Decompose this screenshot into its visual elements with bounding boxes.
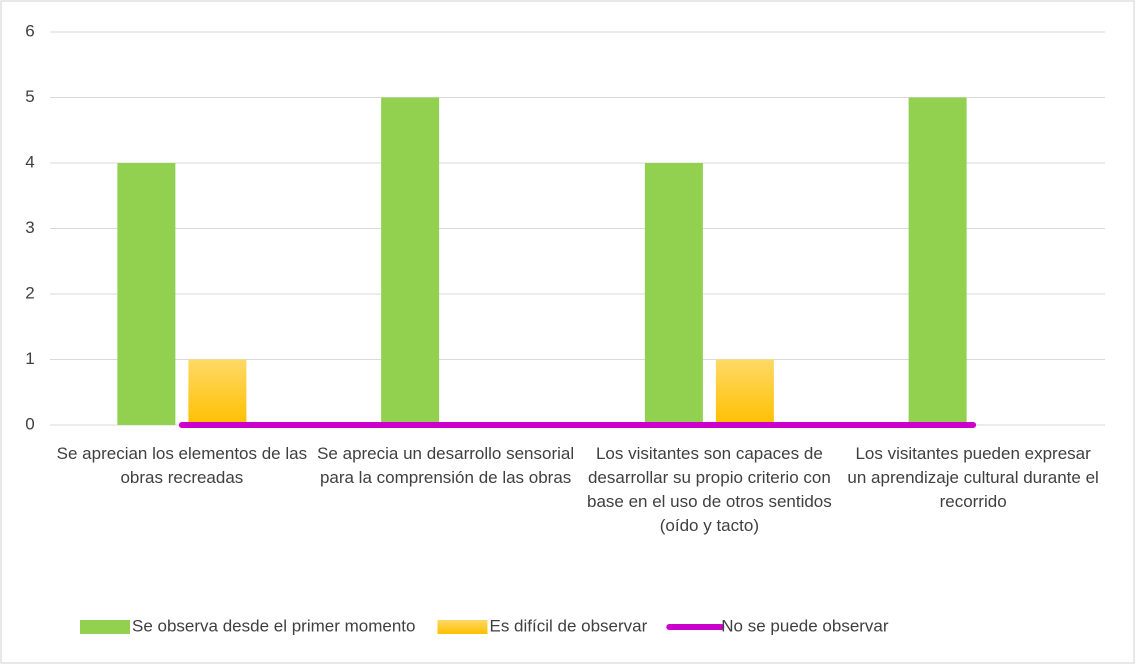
legend-label: No se puede observar bbox=[721, 616, 889, 635]
y-tick-label: 2 bbox=[25, 283, 34, 302]
legend-label: Es difícil de observar bbox=[489, 616, 647, 635]
y-tick-label: 0 bbox=[25, 414, 34, 433]
bar bbox=[117, 163, 176, 425]
y-tick-label: 6 bbox=[25, 21, 34, 40]
y-tick-label: 3 bbox=[25, 218, 34, 237]
x-tick-label: Los visitantes pueden expresar un aprendi… bbox=[847, 444, 1098, 511]
y-tick-label: 1 bbox=[25, 349, 34, 368]
bar bbox=[908, 97, 967, 425]
bar bbox=[715, 359, 774, 425]
legend-swatch bbox=[80, 620, 130, 634]
x-tick-label: Se aprecian los elementos de las obras re… bbox=[57, 444, 307, 487]
x-tick-label: Los visitantes son capaces de desarrollar… bbox=[587, 444, 832, 535]
bar bbox=[644, 163, 703, 425]
bar bbox=[381, 97, 440, 425]
x-tick-label: Se aprecia un desarrollo sensorial para l… bbox=[317, 444, 574, 487]
legend-label: Se observa desde el primer momento bbox=[132, 616, 415, 635]
y-tick-label: 5 bbox=[25, 87, 34, 106]
bar bbox=[188, 359, 247, 425]
legend-swatch bbox=[437, 620, 488, 634]
y-tick-label: 4 bbox=[25, 152, 34, 171]
